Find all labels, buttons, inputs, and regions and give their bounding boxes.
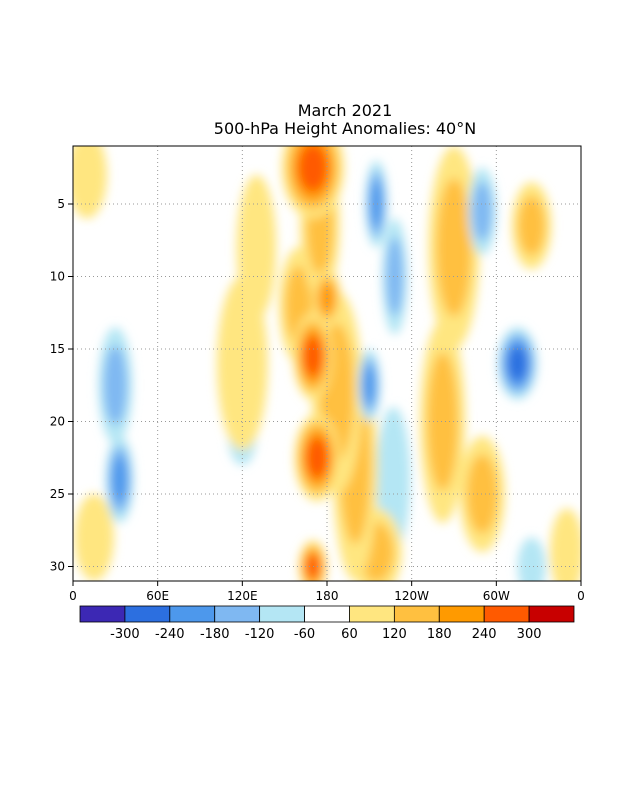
x-tick-label: 60W	[483, 589, 510, 603]
colorbar-label: -300	[110, 627, 140, 642]
anomaly-cell	[436, 178, 472, 317]
anomaly-cell	[306, 437, 328, 479]
chart-title: March 2021	[298, 101, 393, 120]
colorbar-swatch	[393, 605, 440, 623]
x-tick-label: 0	[69, 589, 77, 603]
anomaly-cell	[73, 146, 107, 219]
x-tick-label: 120E	[227, 589, 258, 603]
colorbar-swatch	[259, 605, 305, 623]
anomaly-cell	[216, 276, 268, 451]
x-tick-label: 60E	[146, 589, 169, 603]
anomaly-cell	[303, 335, 323, 377]
y-tick-label: 15	[50, 342, 65, 356]
colorbar-swatch	[349, 605, 395, 623]
anomaly-cell	[517, 537, 546, 581]
anomaly-cell	[427, 352, 459, 491]
y-tick-label: 10	[50, 270, 65, 284]
anomaly-cell	[386, 237, 404, 316]
y-tick-label: 20	[50, 415, 65, 429]
colorbar-swatch	[169, 605, 216, 623]
y-tick-label: 25	[50, 487, 65, 501]
colorbar-label: -60	[294, 627, 315, 642]
anomaly-cell	[472, 181, 492, 241]
anomaly-cell	[508, 346, 527, 381]
y-tick-label: 5	[57, 197, 65, 211]
anomaly-cell	[370, 180, 383, 228]
anomaly-field	[73, 146, 581, 581]
x-tick-label: 180	[316, 589, 339, 603]
anomaly-cell	[111, 455, 128, 504]
colorbar-swatch	[124, 605, 171, 623]
colorbar: -300 -240 -180 -120 -60 60 120 180 240 300	[79, 605, 575, 642]
colorbar-label: -240	[155, 627, 185, 642]
grid-lines	[73, 146, 581, 581]
anomaly-cell	[466, 454, 498, 534]
colorbar-swatch	[483, 605, 530, 623]
x-tick-label: 0	[577, 589, 585, 603]
colorbar-label: 180	[427, 627, 452, 642]
colorbar-label: 300	[517, 627, 542, 642]
colorbar-label: 240	[472, 627, 497, 642]
anomaly-cell	[74, 494, 114, 581]
anomaly-cell	[363, 365, 376, 405]
colorbar-swatch	[438, 605, 485, 623]
anomaly-cell	[306, 554, 320, 579]
anomaly-cell	[518, 196, 546, 256]
colorbar-label: 60	[341, 627, 358, 642]
colorbar-swatch	[528, 605, 575, 623]
plot-area: 0 60E 120E 180 120W 60W 0 5 10 15 20 25 30	[50, 145, 585, 603]
colorbar-swatch	[304, 605, 350, 623]
colorbar-label: 120	[382, 627, 407, 642]
anomaly-cell	[549, 508, 581, 581]
chart-subtitle: 500-hPa Height Anomalies: 40°N	[214, 119, 476, 138]
colorbar-label: -120	[245, 627, 275, 642]
colorbar-swatch	[79, 605, 126, 623]
anomaly-cell	[298, 146, 328, 192]
x-axis: 0 60E 120E 180 120W 60W 0	[69, 581, 585, 603]
colorbar-label: -180	[200, 627, 230, 642]
colorbar-swatch	[214, 605, 261, 623]
anomaly-cell	[103, 345, 127, 425]
x-tick-label: 120W	[394, 589, 429, 603]
y-tick-label: 30	[50, 560, 65, 574]
y-axis: 5 10 15 20 25 30	[50, 197, 73, 574]
